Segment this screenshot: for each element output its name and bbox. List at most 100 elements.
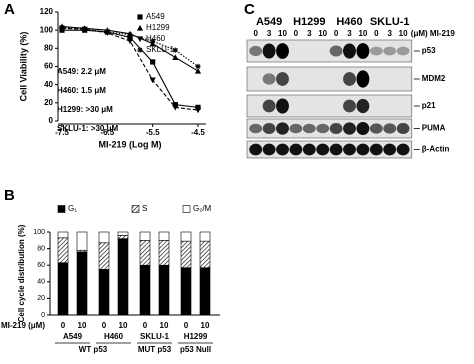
y-tick-label: 0	[41, 312, 45, 319]
bar-segment	[117, 235, 129, 239]
y-tick-label: 20	[37, 295, 45, 302]
blot-strip	[246, 94, 413, 118]
x-tick-label: 0	[184, 321, 189, 330]
x-tick-label: 0	[102, 321, 107, 330]
protein-label: p21	[422, 101, 436, 110]
group-label: H1299	[184, 332, 208, 341]
blot-band	[343, 43, 356, 59]
y-tick-label: 60	[37, 262, 45, 269]
blot-band	[329, 45, 343, 57]
bar-segment	[98, 231, 110, 244]
marker	[59, 24, 65, 31]
group-label: A549	[63, 332, 83, 341]
legend-swatch	[182, 205, 191, 213]
marker	[137, 47, 143, 53]
marker	[137, 14, 143, 20]
dose-label: 0	[374, 29, 379, 38]
dose-label: 10	[358, 29, 367, 38]
blot-band	[276, 122, 289, 135]
blot-band	[262, 99, 276, 113]
bar-segment	[117, 231, 129, 236]
bar-segment	[57, 262, 69, 316]
blot-band	[262, 43, 276, 59]
marker	[172, 102, 178, 108]
blot-strip	[246, 39, 413, 63]
legend-label: G₁	[68, 204, 77, 213]
legend-label: A549	[146, 12, 165, 21]
annotation: H1299: >30 μM	[57, 105, 113, 114]
blot-band	[369, 123, 383, 134]
bar-segment	[76, 231, 88, 251]
blot-band	[356, 43, 370, 59]
legend-swatch	[57, 205, 66, 213]
dose-label: 0	[253, 29, 258, 38]
y-tick-label: 120	[40, 7, 54, 16]
blot-band	[356, 122, 370, 135]
x-tick-label: -7.5	[55, 128, 69, 137]
legend-swatch	[131, 205, 140, 213]
annotation: H460: 1.5 μM	[57, 86, 106, 95]
bar-segment	[158, 231, 170, 241]
blot-band	[343, 143, 356, 156]
marker	[195, 104, 201, 110]
dose-label: 3	[307, 29, 312, 38]
y-tick-label: 20	[44, 98, 53, 107]
panel-label: A	[4, 1, 15, 18]
x-tick-label: 10	[160, 321, 169, 330]
blot-band	[369, 143, 383, 156]
dose-label: 3	[267, 29, 272, 38]
group-label: H460	[104, 332, 124, 341]
bar-segment	[158, 264, 170, 316]
y-tick-label: 40	[44, 80, 53, 89]
bar-segment	[158, 240, 170, 266]
bar-segment	[180, 240, 192, 268]
bar-segment	[139, 264, 151, 316]
blot-band	[302, 143, 316, 156]
bar-segment	[76, 251, 88, 316]
bar-segment	[139, 231, 151, 241]
marker	[150, 38, 156, 44]
blot-band	[262, 123, 276, 134]
blot-band	[276, 143, 289, 156]
blot-band	[316, 143, 330, 156]
marker	[136, 36, 144, 43]
blot-band	[262, 73, 276, 85]
legend-label: H460	[146, 34, 166, 43]
y-axis-label: Cell cycle distribution (%)	[17, 224, 26, 322]
blot-band	[329, 143, 343, 156]
y-tick-label: 100	[33, 229, 45, 236]
marker	[127, 34, 133, 41]
blot-strip	[246, 66, 413, 92]
marker	[194, 67, 202, 74]
cell-line-label: H1299	[293, 16, 325, 28]
legend-label: SKLU-1	[146, 45, 175, 54]
blot-band	[396, 123, 410, 134]
bar-segment	[117, 238, 129, 316]
marker	[136, 24, 144, 31]
blot-band	[249, 143, 263, 156]
blot-band	[383, 123, 397, 134]
y-tick-label: 40	[37, 279, 45, 286]
subgroup-label: MUT p53	[138, 345, 172, 354]
dose-label: 10	[318, 29, 327, 38]
dose-label: 10	[278, 29, 287, 38]
dose-label: 3	[387, 29, 392, 38]
blot-band	[343, 99, 356, 113]
x-axis-label: MI-219 (μM)	[1, 321, 45, 330]
marker	[172, 54, 179, 61]
dose-unit-label: (μM) MI-219	[411, 29, 456, 38]
bar-segment	[199, 240, 211, 268]
blot-band	[383, 143, 397, 156]
marker	[172, 104, 179, 111]
bar-segment	[98, 242, 110, 270]
marker	[104, 29, 110, 35]
group-label: SKLU-1	[140, 332, 169, 341]
blot-band	[329, 123, 343, 134]
blot-band	[276, 72, 289, 86]
blot-band	[302, 123, 316, 134]
blot-band	[343, 72, 356, 86]
bar-segment	[180, 231, 192, 242]
annotation: A549: 2.2 μM	[57, 67, 106, 76]
marker	[149, 77, 156, 84]
